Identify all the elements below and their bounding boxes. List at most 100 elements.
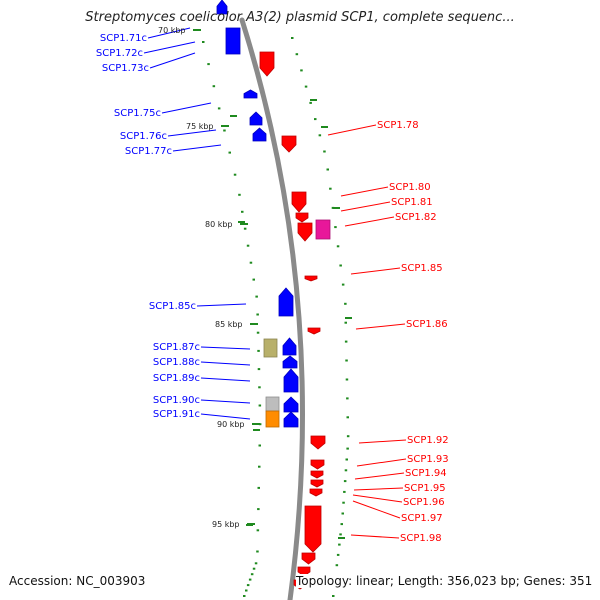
tick-mark	[246, 244, 250, 247]
tick-mark	[258, 404, 262, 407]
leader-line	[355, 323, 406, 330]
gene-label-reverse: SCP1.75c	[114, 108, 161, 119]
tick-mark	[304, 85, 308, 88]
forward-gene-arrow	[310, 459, 325, 470]
tick-mark-major	[333, 207, 340, 209]
gene-label-forward: SCP1.92	[407, 435, 449, 446]
reverse-gene-arrow	[249, 111, 263, 126]
forward-gene-arrow	[295, 212, 309, 223]
gene-label-forward: SCP1.96	[403, 497, 445, 508]
misc-feature-block	[315, 219, 331, 240]
tick-mark	[295, 53, 299, 56]
reverse-gene-arrow	[282, 337, 297, 356]
tick-mark	[238, 193, 241, 196]
tick-mark	[344, 321, 347, 324]
kbp-tick	[250, 323, 258, 325]
leader-line	[147, 27, 191, 39]
gene-label-forward: SCP1.93	[407, 454, 449, 465]
kbp-markers-layer: 70 kbp 75 kbp 80 kbp 85 kbp 90 kbp 95 kbp	[158, 26, 260, 529]
tick-mark	[341, 512, 344, 515]
tick-mark-major	[310, 99, 317, 101]
leader-line	[161, 102, 212, 114]
reverse-gene-arrow	[283, 396, 299, 413]
forward-gene-arrow	[310, 479, 324, 488]
tick-mark	[291, 37, 294, 39]
tick-mark	[323, 150, 326, 153]
gene-label-reverse: SCP1.71c	[100, 33, 147, 44]
label-leader-lines	[143, 27, 407, 539]
leader-line	[327, 124, 377, 136]
tick-mark-major	[345, 317, 352, 319]
tick-mark	[246, 584, 250, 587]
leader-line	[200, 361, 251, 366]
gene-label-reverse: SCP1.73c	[102, 63, 149, 74]
tick-mark	[345, 359, 348, 362]
forward-gene-arrow	[310, 470, 324, 479]
tick-mark-major	[238, 221, 245, 223]
reverse-gene-block	[225, 27, 241, 55]
reverse-gene-arrow	[278, 287, 294, 317]
plasmid-backbone	[239, 17, 305, 600]
tick-mark	[258, 423, 262, 426]
tick-mark	[338, 543, 341, 546]
tick-mark	[335, 564, 339, 567]
tick-mark	[332, 595, 335, 597]
tick-mark	[258, 386, 261, 389]
tick-mark	[341, 283, 345, 286]
gene-labels-layer: SCP1.71c SCP1.72c SCP1.73c SCP1.75c SCP1.76c…	[96, 33, 449, 544]
leader-line	[143, 41, 196, 54]
tick-mark	[343, 480, 347, 483]
reverse-gene-arrow	[283, 368, 299, 393]
tick-mark	[258, 465, 261, 468]
forward-gene-arrow	[301, 552, 316, 565]
leader-line	[200, 399, 251, 404]
leader-line	[200, 413, 251, 420]
tick-mark	[245, 589, 248, 592]
tick-mark	[252, 567, 256, 570]
tick-mark	[329, 187, 332, 190]
tick-mark	[334, 226, 337, 229]
tick-mark	[243, 595, 246, 597]
tick-mark	[336, 245, 340, 248]
tick-mark	[346, 447, 349, 450]
tick-mark	[202, 41, 205, 43]
tick-mark	[346, 435, 350, 438]
tick-mark	[318, 134, 322, 137]
tick-mark	[344, 302, 347, 305]
leader-line	[352, 500, 401, 519]
gene-label-forward: SCP1.94	[405, 468, 447, 479]
kbp-tick	[221, 125, 229, 127]
leader-line	[353, 487, 404, 491]
tick-mark	[344, 340, 348, 343]
leader-line	[344, 216, 395, 227]
tick-mark	[342, 501, 345, 504]
tick-mark	[250, 573, 254, 576]
tick-mark	[345, 458, 348, 461]
tick-mark	[309, 101, 312, 104]
tick-mark	[331, 206, 335, 209]
forward-gene-arrow	[297, 222, 313, 242]
kbp-tick	[247, 523, 255, 525]
kbp-marker-label: 90 kbp	[217, 420, 245, 429]
gene-features-layer	[216, 0, 331, 590]
gene-label-reverse: SCP1.90c	[153, 395, 200, 406]
kbp-marker-label: 75 kbp	[186, 122, 214, 131]
leader-line	[358, 439, 407, 444]
topology-text: Topology: linear; Length: 356,023 bp; Ge…	[296, 574, 593, 588]
gene-label-forward: SCP1.86	[406, 319, 448, 330]
gene-label-forward: SCP1.85	[401, 263, 443, 274]
tick-mark	[233, 173, 237, 176]
leader-line	[356, 458, 407, 467]
tick-mark	[257, 486, 260, 489]
leader-line	[340, 201, 391, 212]
gene-label-reverse: SCP1.89c	[153, 373, 200, 384]
reverse-gene-arrow	[252, 127, 267, 142]
tick-mark	[243, 227, 247, 230]
forward-gene-arrow	[281, 135, 297, 153]
accession-text: Accession: NC_003903	[9, 574, 146, 588]
gene-label-reverse: SCP1.91c	[153, 409, 200, 420]
misc-feature-block	[265, 410, 280, 428]
tick-mark	[207, 63, 210, 66]
tick-mark	[223, 129, 226, 132]
